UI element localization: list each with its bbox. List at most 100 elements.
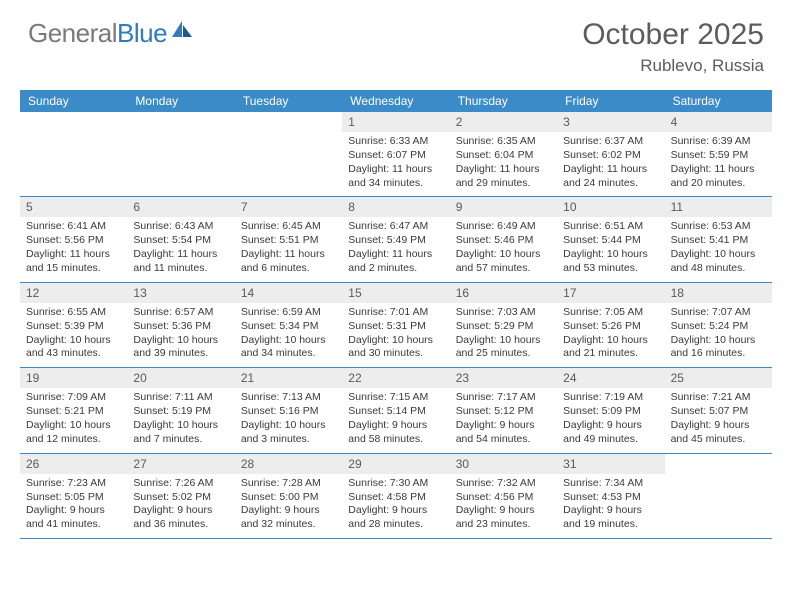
sunset-text: Sunset: 5:44 PM (563, 234, 658, 248)
day-number: 9 (450, 197, 557, 217)
day-details: Sunrise: 7:19 AMSunset: 5:09 PMDaylight:… (557, 388, 664, 452)
daylight-text: Daylight: 10 hours and 53 minutes. (563, 248, 658, 276)
logo-text: GeneralBlue (28, 18, 167, 49)
sunrise-text: Sunrise: 7:23 AM (26, 477, 121, 491)
sunset-text: Sunset: 5:00 PM (241, 491, 336, 505)
sunrise-text: Sunrise: 6:49 AM (456, 220, 551, 234)
location-label: Rublevo, Russia (582, 56, 764, 76)
day-number: 13 (127, 283, 234, 303)
day-details: Sunrise: 7:26 AMSunset: 5:02 PMDaylight:… (127, 474, 234, 538)
day-cell: 25Sunrise: 7:21 AMSunset: 5:07 PMDayligh… (665, 368, 772, 452)
sunset-text: Sunset: 5:59 PM (671, 149, 766, 163)
sunset-text: Sunset: 5:07 PM (671, 405, 766, 419)
day-number: 18 (665, 283, 772, 303)
day-number: 22 (342, 368, 449, 388)
logo-sail-icon (170, 19, 194, 46)
sunrise-text: Sunrise: 7:30 AM (348, 477, 443, 491)
dow-header-row: Sunday Monday Tuesday Wednesday Thursday… (20, 90, 772, 112)
sunrise-text: Sunrise: 7:05 AM (563, 306, 658, 320)
sunset-text: Sunset: 5:09 PM (563, 405, 658, 419)
day-number: 16 (450, 283, 557, 303)
sunrise-text: Sunrise: 6:41 AM (26, 220, 121, 234)
sunset-text: Sunset: 6:04 PM (456, 149, 551, 163)
day-number: 28 (235, 454, 342, 474)
daylight-text: Daylight: 9 hours and 41 minutes. (26, 504, 121, 532)
sunrise-text: Sunrise: 6:59 AM (241, 306, 336, 320)
sunrise-text: Sunrise: 7:03 AM (456, 306, 551, 320)
dow-sunday: Sunday (20, 90, 127, 112)
page-header: GeneralBlue October 2025 Rublevo, Russia (0, 0, 792, 84)
week-row: 1Sunrise: 6:33 AMSunset: 6:07 PMDaylight… (20, 112, 772, 197)
day-details: Sunrise: 6:39 AMSunset: 5:59 PMDaylight:… (665, 132, 772, 196)
day-number: 12 (20, 283, 127, 303)
sunrise-text: Sunrise: 7:32 AM (456, 477, 551, 491)
sunset-text: Sunset: 5:41 PM (671, 234, 766, 248)
daylight-text: Daylight: 10 hours and 57 minutes. (456, 248, 551, 276)
sunrise-text: Sunrise: 6:37 AM (563, 135, 658, 149)
day-details: Sunrise: 6:55 AMSunset: 5:39 PMDaylight:… (20, 303, 127, 367)
day-details: Sunrise: 7:28 AMSunset: 5:00 PMDaylight:… (235, 474, 342, 538)
day-cell: 4Sunrise: 6:39 AMSunset: 5:59 PMDaylight… (665, 112, 772, 196)
day-number: 19 (20, 368, 127, 388)
day-details: Sunrise: 6:59 AMSunset: 5:34 PMDaylight:… (235, 303, 342, 367)
day-number: 4 (665, 112, 772, 132)
dow-thursday: Thursday (450, 90, 557, 112)
day-number: 15 (342, 283, 449, 303)
day-cell: 10Sunrise: 6:51 AMSunset: 5:44 PMDayligh… (557, 197, 664, 281)
day-number: 3 (557, 112, 664, 132)
day-cell: 16 Sunrise: 7:03 AMSunset: 5:29 PMDayligh… (450, 283, 557, 367)
sunrise-text: Sunrise: 7:15 AM (348, 391, 443, 405)
week-row: 12Sunrise: 6:55 AMSunset: 5:39 PMDayligh… (20, 283, 772, 368)
day-details: Sunrise: 7:13 AMSunset: 5:16 PMDaylight:… (235, 388, 342, 452)
sunset-text: Sunset: 5:16 PM (241, 405, 336, 419)
day-cell: 29Sunrise: 7:30 AMSunset: 4:58 PMDayligh… (342, 454, 449, 538)
day-details: Sunrise: 6:45 AMSunset: 5:51 PMDaylight:… (235, 217, 342, 281)
day-number: 21 (235, 368, 342, 388)
daylight-text: Daylight: 10 hours and 21 minutes. (563, 334, 658, 362)
day-number: 29 (342, 454, 449, 474)
daylight-text: Daylight: 9 hours and 58 minutes. (348, 419, 443, 447)
day-details: Sunrise: 7:32 AMSunset: 4:56 PMDaylight:… (450, 474, 557, 538)
sunset-text: Sunset: 5:34 PM (241, 320, 336, 334)
day-cell (235, 112, 342, 196)
day-details (235, 118, 342, 127)
day-number: 20 (127, 368, 234, 388)
sunset-text: Sunset: 5:29 PM (456, 320, 551, 334)
day-cell: 5Sunrise: 6:41 AMSunset: 5:56 PMDaylight… (20, 197, 127, 281)
day-cell: 13Sunrise: 6:57 AMSunset: 5:36 PMDayligh… (127, 283, 234, 367)
day-details: Sunrise: 6:57 AMSunset: 5:36 PMDaylight:… (127, 303, 234, 367)
sunset-text: Sunset: 5:46 PM (456, 234, 551, 248)
sunset-text: Sunset: 5:51 PM (241, 234, 336, 248)
day-cell (127, 112, 234, 196)
day-details: Sunrise: 6:49 AMSunset: 5:46 PMDaylight:… (450, 217, 557, 281)
day-cell: 7Sunrise: 6:45 AMSunset: 5:51 PMDaylight… (235, 197, 342, 281)
day-cell: 28Sunrise: 7:28 AMSunset: 5:00 PMDayligh… (235, 454, 342, 538)
sunrise-text: Sunrise: 7:07 AM (671, 306, 766, 320)
sunrise-text: Sunrise: 6:39 AM (671, 135, 766, 149)
day-cell: 12Sunrise: 6:55 AMSunset: 5:39 PMDayligh… (20, 283, 127, 367)
day-cell: 20Sunrise: 7:11 AMSunset: 5:19 PMDayligh… (127, 368, 234, 452)
daylight-text: Daylight: 10 hours and 25 minutes. (456, 334, 551, 362)
day-number: 7 (235, 197, 342, 217)
day-details: Sunrise: 7:21 AMSunset: 5:07 PMDaylight:… (665, 388, 772, 452)
day-cell (665, 454, 772, 538)
day-cell: 1Sunrise: 6:33 AMSunset: 6:07 PMDaylight… (342, 112, 449, 196)
sunset-text: Sunset: 5:39 PM (26, 320, 121, 334)
day-details: Sunrise: 6:51 AMSunset: 5:44 PMDaylight:… (557, 217, 664, 281)
sunrise-text: Sunrise: 7:26 AM (133, 477, 228, 491)
day-cell: 19Sunrise: 7:09 AMSunset: 5:21 PMDayligh… (20, 368, 127, 452)
day-details: Sunrise: 6:47 AMSunset: 5:49 PMDaylight:… (342, 217, 449, 281)
daylight-text: Daylight: 11 hours and 15 minutes. (26, 248, 121, 276)
day-number: 14 (235, 283, 342, 303)
day-number: 5 (20, 197, 127, 217)
day-cell: 17Sunrise: 7:05 AMSunset: 5:26 PMDayligh… (557, 283, 664, 367)
month-title: October 2025 (582, 18, 764, 52)
sunrise-text: Sunrise: 7:34 AM (563, 477, 658, 491)
sunrise-text: Sunrise: 6:43 AM (133, 220, 228, 234)
day-details: Sunrise: 7:11 AMSunset: 5:19 PMDaylight:… (127, 388, 234, 452)
day-cell: 22Sunrise: 7:15 AMSunset: 5:14 PMDayligh… (342, 368, 449, 452)
day-number: 24 (557, 368, 664, 388)
sunset-text: Sunset: 4:53 PM (563, 491, 658, 505)
day-number: 2 (450, 112, 557, 132)
day-number: 8 (342, 197, 449, 217)
